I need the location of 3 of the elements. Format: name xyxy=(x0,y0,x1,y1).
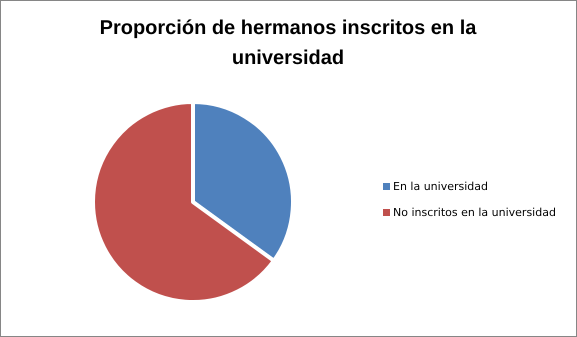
chart-title: Proporción de hermanos inscritos en la universidad xyxy=(100,17,478,69)
legend-label: En la universidad xyxy=(393,180,488,193)
legend-label: No inscritos en la universidad xyxy=(393,206,556,219)
